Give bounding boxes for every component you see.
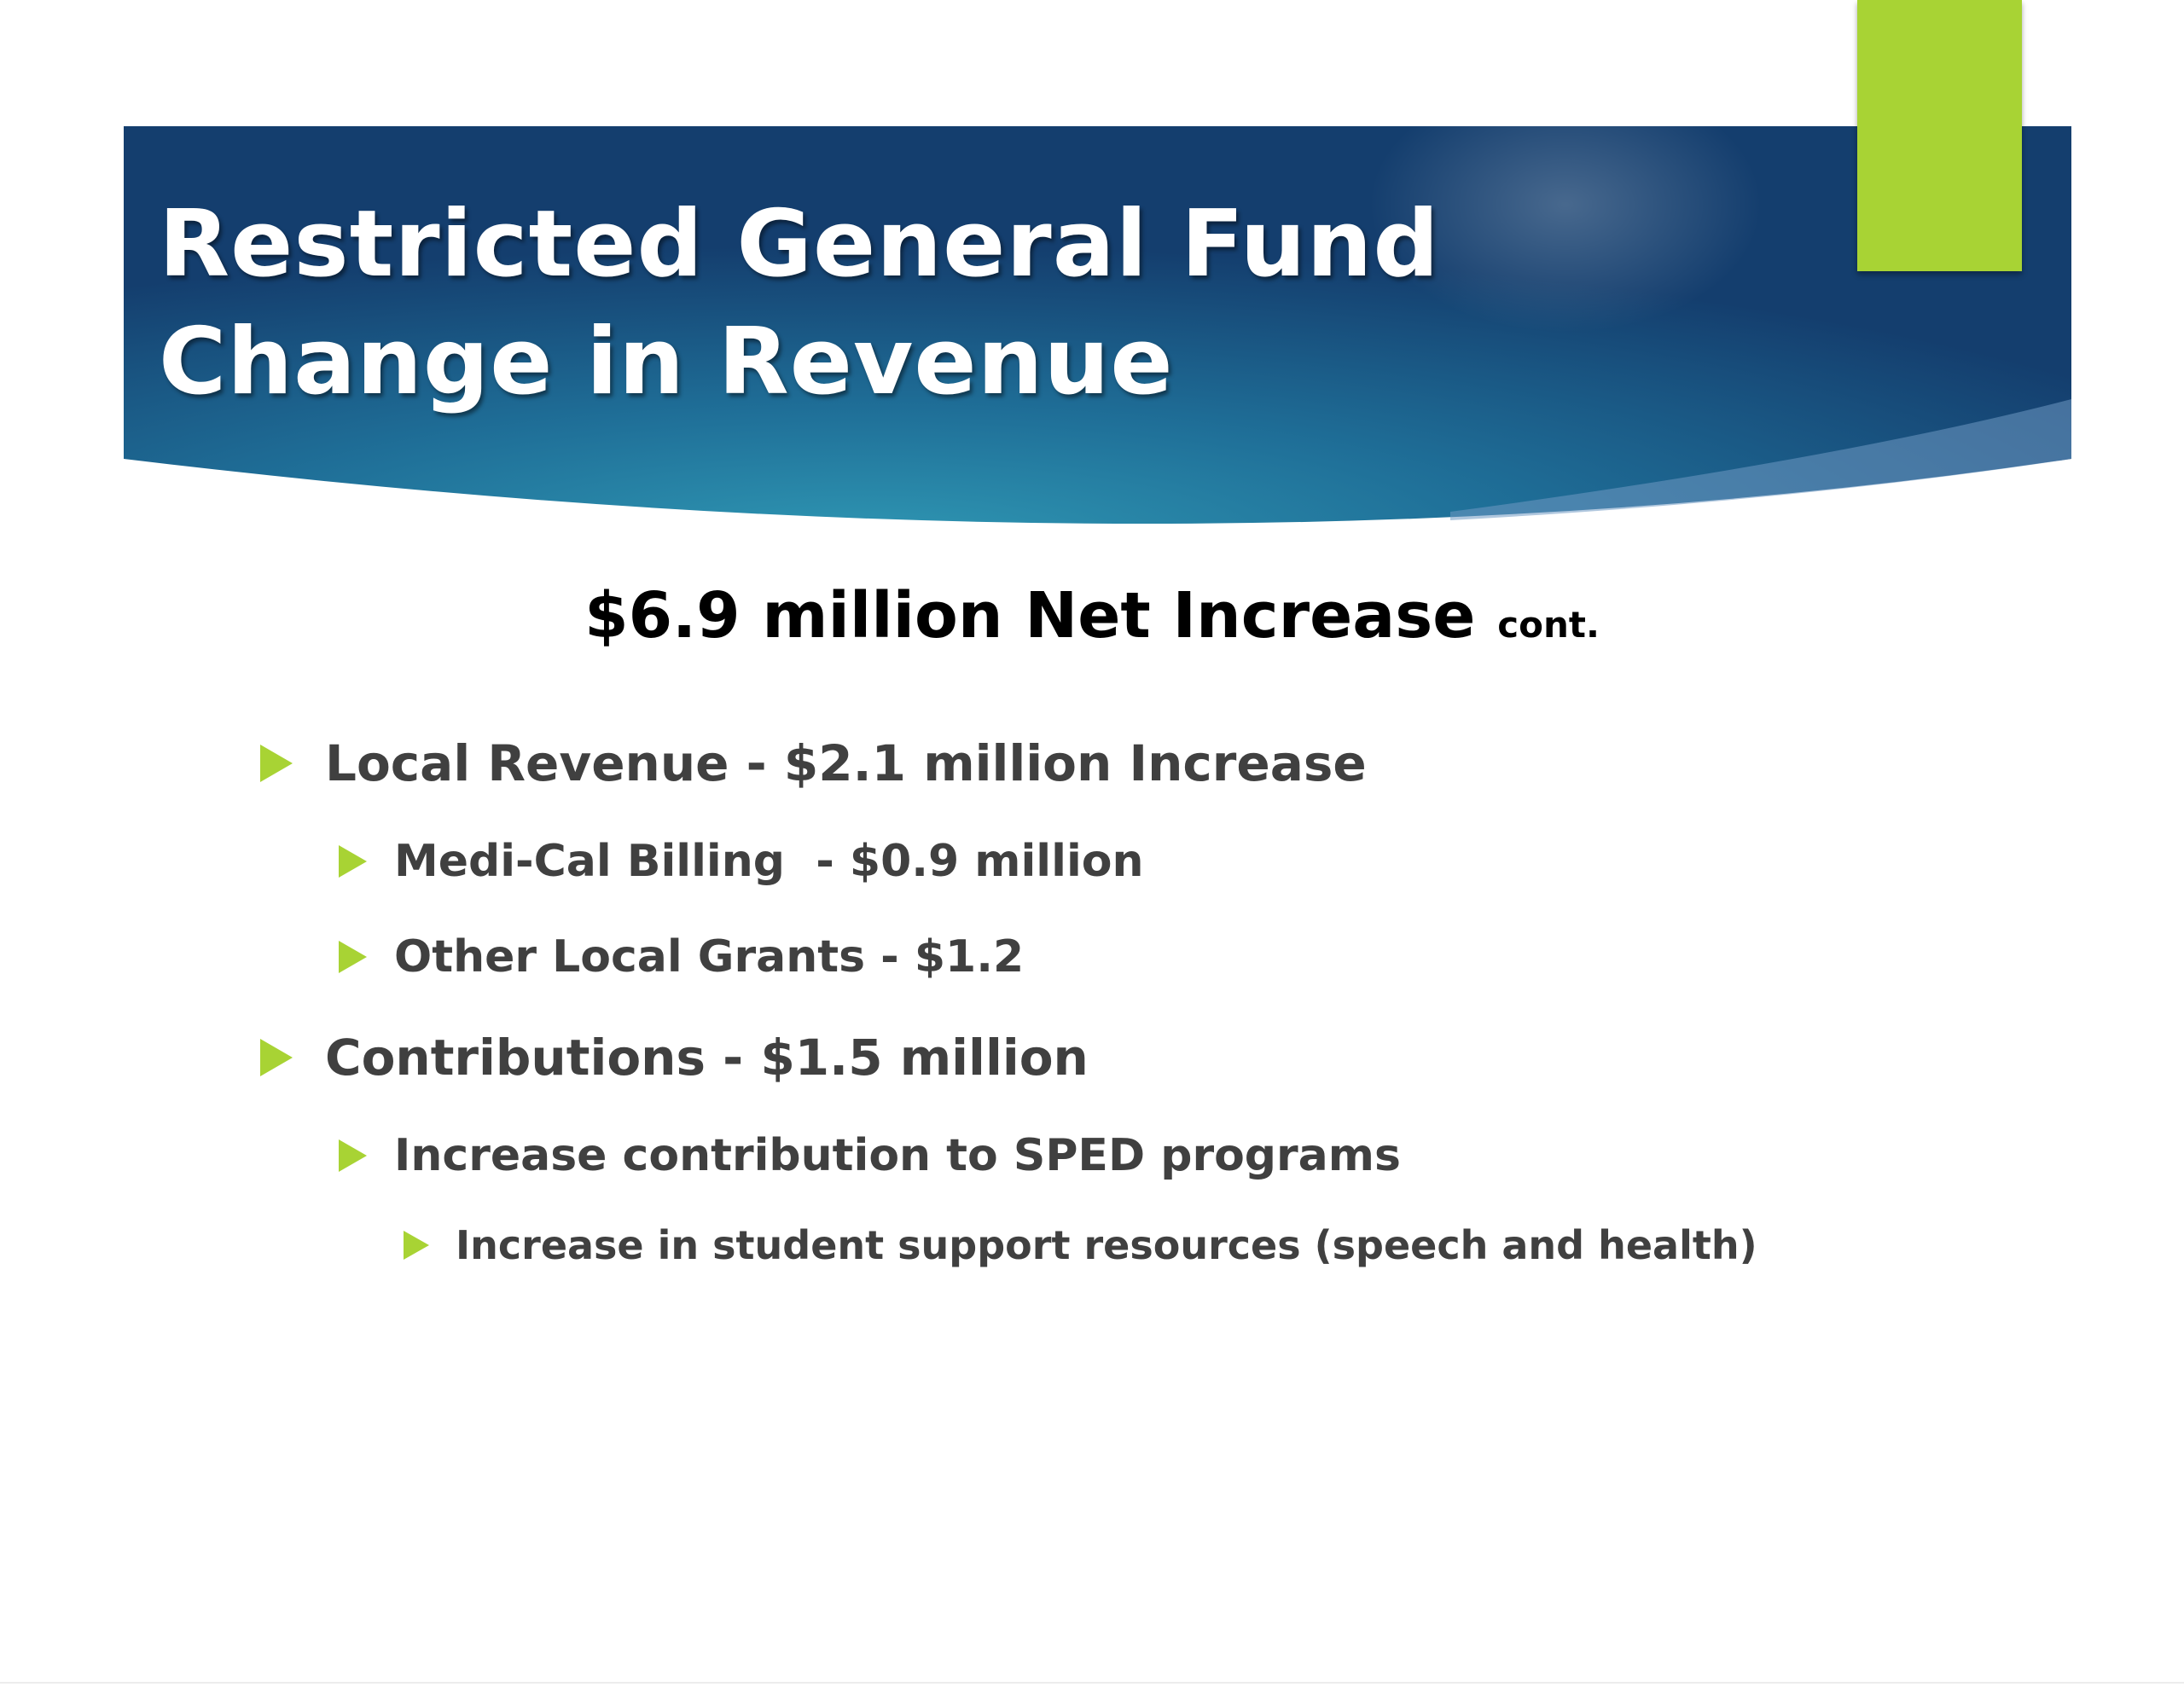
slide-subtitle: $6.9 million Net Increase cont. bbox=[0, 573, 2184, 668]
bullet-text: Medi-Cal Billing - $0.9 million bbox=[394, 836, 1144, 887]
triangle-bullet-icon bbox=[260, 745, 293, 782]
bullet-text: Local Revenue - $2.1 million Increase bbox=[325, 734, 1367, 792]
title-banner bbox=[124, 77, 2071, 524]
bullet-text: Increase in student support resources (s… bbox=[456, 1222, 1757, 1268]
bottom-rule bbox=[0, 1682, 2184, 1684]
triangle-bullet-icon bbox=[339, 941, 367, 973]
slide-title-line-1: Restricted General Fund bbox=[159, 191, 1440, 298]
slide-title: Restricted General Fund Change in Revenu… bbox=[159, 186, 1780, 421]
bullet-item: Increase contribution to SPED programs bbox=[339, 1122, 1401, 1190]
triangle-bullet-icon bbox=[339, 1139, 367, 1172]
triangle-bullet-icon bbox=[404, 1231, 429, 1260]
bullet-item: Other Local Grants - $1.2 bbox=[339, 923, 1024, 991]
bullet-item: Contributions - $1.5 million bbox=[260, 1019, 1089, 1096]
slide-title-line-2: Change in Revenue bbox=[159, 309, 1174, 415]
accent-tab bbox=[1857, 0, 2022, 271]
bullet-text: Increase contribution to SPED programs bbox=[394, 1130, 1401, 1181]
bullet-item: Local Revenue - $2.1 million Increase bbox=[260, 725, 1367, 802]
bullet-text: Contributions - $1.5 million bbox=[325, 1029, 1089, 1087]
triangle-bullet-icon bbox=[339, 845, 367, 878]
triangle-bullet-icon bbox=[260, 1039, 293, 1076]
bullet-item: Increase in student support resources (s… bbox=[404, 1215, 1757, 1276]
subtitle-main: $6.9 million Net Increase bbox=[584, 579, 1476, 652]
bullet-item: Medi-Cal Billing - $0.9 million bbox=[339, 827, 1144, 896]
bullet-text: Other Local Grants - $1.2 bbox=[394, 931, 1025, 983]
subtitle-suffix: cont. bbox=[1497, 604, 1600, 646]
